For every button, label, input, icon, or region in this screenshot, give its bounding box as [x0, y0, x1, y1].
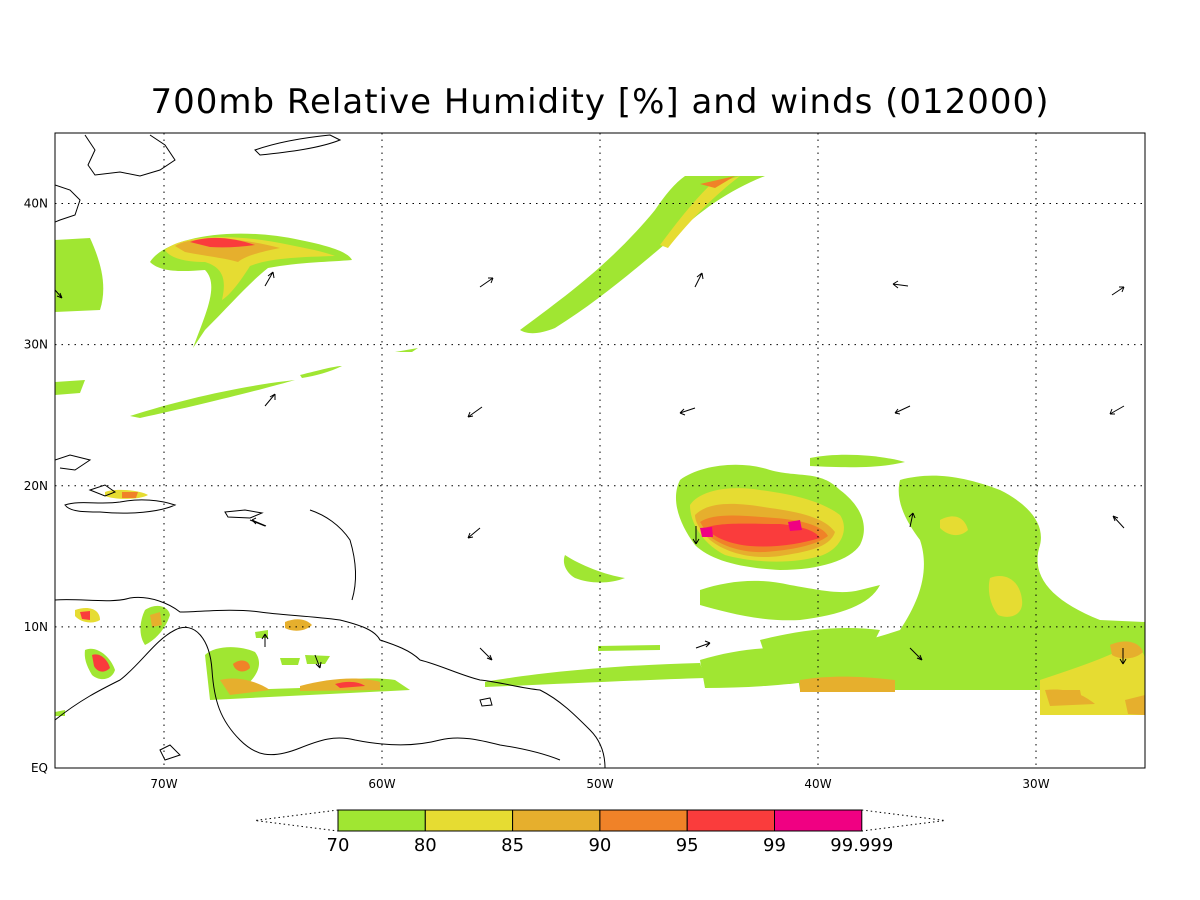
- wind-arrow: [264, 271, 275, 287]
- wind-arrow: [1109, 405, 1125, 415]
- coastlines: [55, 134, 606, 768]
- colorbar-left-extension: [254, 809, 339, 832]
- colorbar-label: 90: [588, 835, 611, 856]
- colorbar-label: 80: [414, 835, 437, 856]
- lat-tick-label: 20N: [24, 479, 48, 493]
- wind-arrow: [1111, 286, 1125, 296]
- wind-arrow: [908, 512, 916, 528]
- map-area: [55, 134, 1145, 768]
- colorbar-swatch: [512, 809, 601, 832]
- wind-arrow: [261, 633, 269, 647]
- colorbar-swatch: [337, 809, 426, 832]
- wind-arrow: [894, 405, 911, 415]
- lon-tick-label: 30W: [1022, 777, 1049, 791]
- wind-arrow: [909, 647, 923, 661]
- colorbar: 70 80 85 90 95 99 99.999: [254, 809, 946, 856]
- colorbar-swatch: [424, 809, 514, 832]
- wind-arrow: [264, 393, 276, 407]
- lat-tick-label: 30N: [24, 338, 48, 352]
- colorbar-label: 70: [327, 835, 350, 856]
- wind-arrow: [892, 280, 909, 289]
- colorbar-label: 95: [676, 835, 699, 856]
- lon-tick-label: 50W: [586, 777, 613, 791]
- wind-arrow: [1119, 648, 1127, 665]
- lat-tick-label: 10N: [24, 620, 48, 634]
- colorbar-label: 85: [501, 835, 524, 856]
- map-frame: [54, 132, 1146, 769]
- colorbar-label: 99: [763, 835, 786, 856]
- wind-arrow: [679, 407, 696, 416]
- lon-tick-label: 60W: [368, 777, 395, 791]
- lon-tick-label: 40W: [804, 777, 831, 791]
- wind-arrow: [695, 640, 711, 649]
- lat-tick-label: 40N: [24, 197, 48, 211]
- wind-arrows: [55, 271, 1127, 669]
- colorbar-swatch: [686, 809, 776, 832]
- map-title: 700mb Relative Humidity [%] and winds (0…: [151, 82, 1050, 122]
- humidity-field: [55, 176, 1145, 716]
- wind-arrow: [1112, 515, 1125, 529]
- colorbar-label: 99.999: [830, 835, 893, 856]
- wind-arrow: [479, 277, 494, 288]
- lon-tick-label: 70W: [150, 777, 177, 791]
- colorbar-swatch: [599, 809, 688, 832]
- latitude-axis: EQ 10N 20N 30N 40N: [24, 197, 48, 775]
- wind-arrow: [467, 406, 483, 418]
- colorbar-right-extension: [861, 809, 946, 832]
- wind-arrow: [694, 272, 704, 288]
- wind-arrow: [314, 654, 322, 669]
- longitude-axis: 70W 60W 50W 40W 30W: [150, 777, 1049, 791]
- wind-arrow: [479, 647, 493, 661]
- wind-arrow: [251, 517, 267, 527]
- colorbar-swatch: [774, 809, 863, 832]
- wind-arrow: [55, 289, 63, 299]
- wind-arrow: [692, 526, 700, 545]
- wind-arrow: [467, 527, 481, 539]
- lat-tick-label: EQ: [31, 761, 48, 775]
